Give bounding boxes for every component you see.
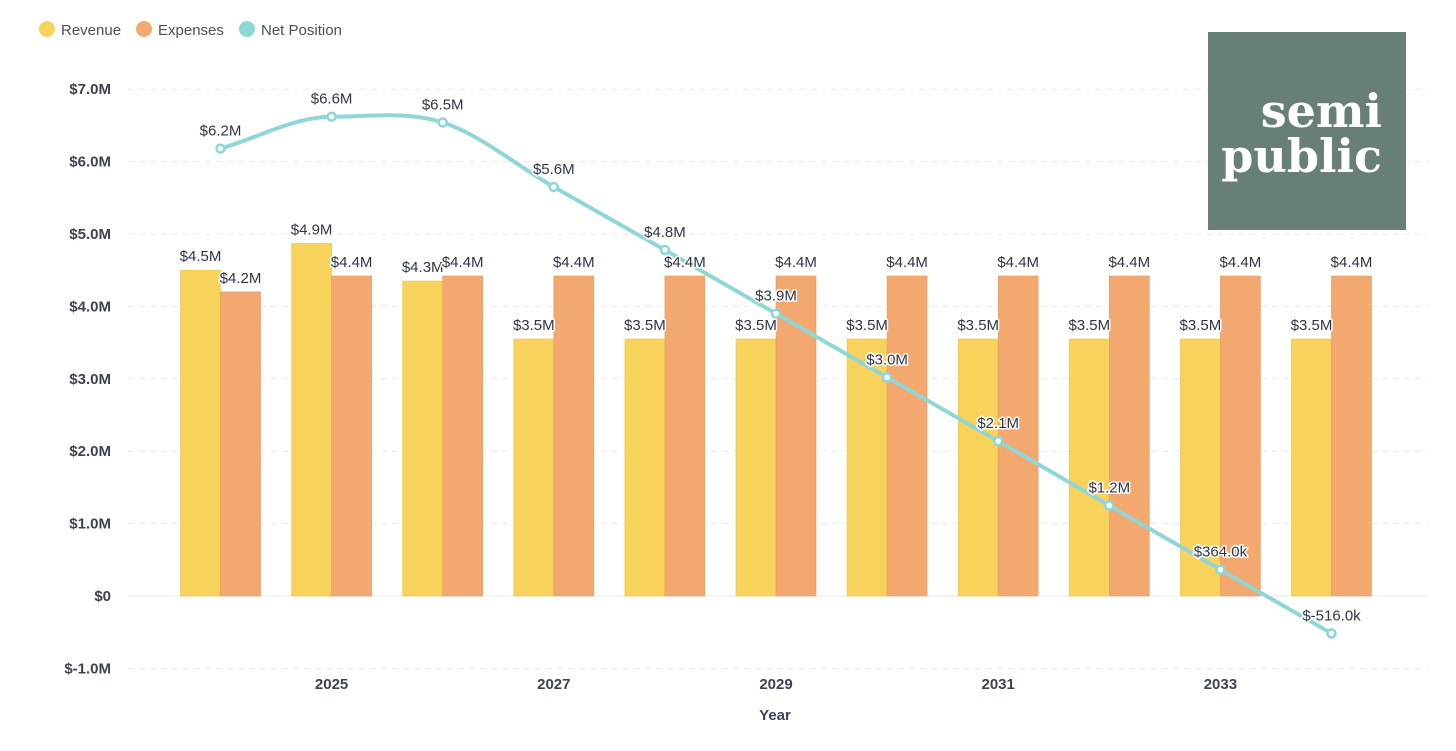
y-tick-label: $5.0M [69,226,111,243]
revenue-value-label: $4.5M [180,248,222,265]
net-position-value-label: $6.6M [311,91,353,108]
revenue-bar[interactable] [846,338,888,597]
expenses-bar[interactable] [1109,275,1150,597]
expenses-legend-label[interactable]: Expenses [158,22,224,39]
net-position-line [215,111,1337,639]
revenue-bar[interactable] [291,243,332,597]
revenue-bar[interactable] [957,338,999,597]
expenses-bar[interactable] [886,275,928,597]
logo-line-1: semi [1261,84,1382,138]
net-position-value-label: $364.0k [1194,544,1248,561]
revenue-value-label: $4.3M [402,259,444,276]
revenue-value-label: $3.5M [1180,317,1222,334]
expenses-value-label: $4.4M [442,254,484,271]
revenue-bar[interactable] [1180,338,1221,597]
net-position-value-label: $3.0M [866,351,908,368]
y-tick-label: $-1.0M [64,660,111,677]
expenses-value-label: $4.4M [664,254,706,271]
expenses-bar[interactable] [553,275,595,597]
x-tick-label: 2025 [315,676,348,693]
revenue-value-label: $3.5M [735,317,777,334]
expenses-value-label: $4.4M [1220,254,1262,271]
net-position-point[interactable] [1326,628,1337,639]
logo: semi public [1208,32,1406,230]
revenue-bar[interactable] [1291,338,1332,597]
expenses-bar[interactable] [775,275,817,597]
net-position-legend-label[interactable]: Net Position [261,22,342,39]
revenue-value-label: $3.5M [513,317,555,334]
legend: Revenue Expenses Net Position [39,21,342,39]
net-position-point[interactable] [1215,564,1226,575]
revenue-value-label: $3.5M [624,317,666,334]
expenses-value-label: $4.4M [1331,254,1373,271]
expenses-value-label: $4.4M [553,254,595,271]
revenue-bar[interactable] [1069,338,1110,597]
revenue-value-label: $3.5M [1068,317,1110,334]
net-position-value-label: $-516.0k [1302,607,1361,624]
y-tick-label: $4.0M [69,298,111,315]
axes: $7.0M $6.0M $5.0M $4.0M $3.0M $2.0M $1.0M $0 $-1… [64,81,1237,724]
expenses-value-label: $4.4M [997,254,1039,271]
y-tick-label: $7.0M [69,81,111,98]
net-position-point[interactable] [992,435,1004,447]
expenses-value-label: $4.4M [1108,254,1150,271]
y-tick-label: $2.0M [69,443,111,460]
net-position-value-label: $1.2M [1088,480,1130,497]
net-position-point[interactable] [1104,500,1115,511]
revenue-bar[interactable] [402,280,444,597]
x-tick-label: 2031 [982,676,1015,693]
net-position-legend-marker[interactable] [239,21,255,37]
x-tick-label: 2033 [1204,676,1237,693]
logo-background [1208,32,1406,230]
logo-line-2: public [1221,129,1382,183]
x-axis-title: Year [759,707,791,724]
revenue-value-label: $3.5M [846,317,888,334]
expenses-legend-marker[interactable] [136,21,152,37]
net-position-value-label: $6.2M [200,123,242,140]
net-position-value-label: $5.6M [533,161,575,178]
expenses-bar[interactable] [331,275,372,597]
net-position-point[interactable] [215,143,226,154]
net-position-point[interactable] [326,111,337,122]
net-position-point[interactable] [548,181,560,193]
net-position-value-label: $2.1M [977,415,1019,432]
revenue-bar[interactable] [180,269,221,597]
net-position-value-label: $6.5M [422,97,464,114]
x-tick-label: 2029 [759,676,792,693]
expenses-bar[interactable] [1220,275,1261,597]
revenue-value-label: $3.5M [1291,317,1333,334]
expenses-bar[interactable] [1331,275,1372,597]
data-labels: $4.5M $4.9M $4.3M $3.5M $3.5M $3.5M $3.5M $3.5M… [178,89,1374,626]
expenses-bar[interactable] [997,275,1039,597]
y-tick-label: $1.0M [69,516,111,533]
net-position-point[interactable] [770,308,782,319]
y-tick-label: $0 [94,588,111,605]
revenue-value-label: $3.5M [957,317,999,334]
expenses-bar[interactable] [442,275,484,597]
revenue-legend-label[interactable]: Revenue [61,22,121,39]
net-position-point[interactable] [437,117,448,128]
revenue-bar[interactable] [624,338,666,597]
revenue-bar[interactable] [735,338,777,597]
expenses-value-label: $4.4M [886,254,928,271]
revenue-legend-marker[interactable] [39,21,55,37]
expenses-value-label: $4.4M [331,254,373,271]
bars [180,243,1372,597]
expenses-value-label: $4.4M [775,254,817,271]
net-position-point[interactable] [659,244,671,256]
y-tick-label: $3.0M [69,371,111,388]
y-tick-label: $6.0M [69,154,111,171]
net-position-value-label: $3.9M [755,288,797,305]
net-position-value-label: $4.8M [644,224,686,241]
expenses-bar[interactable] [664,275,706,597]
net-position-point[interactable] [881,372,893,383]
revenue-bar[interactable] [513,338,555,597]
revenue-value-label: $4.9M [291,221,333,238]
expenses-value-label: $4.2M [220,270,262,287]
x-tick-label: 2027 [537,676,570,693]
expenses-bar[interactable] [220,291,261,597]
